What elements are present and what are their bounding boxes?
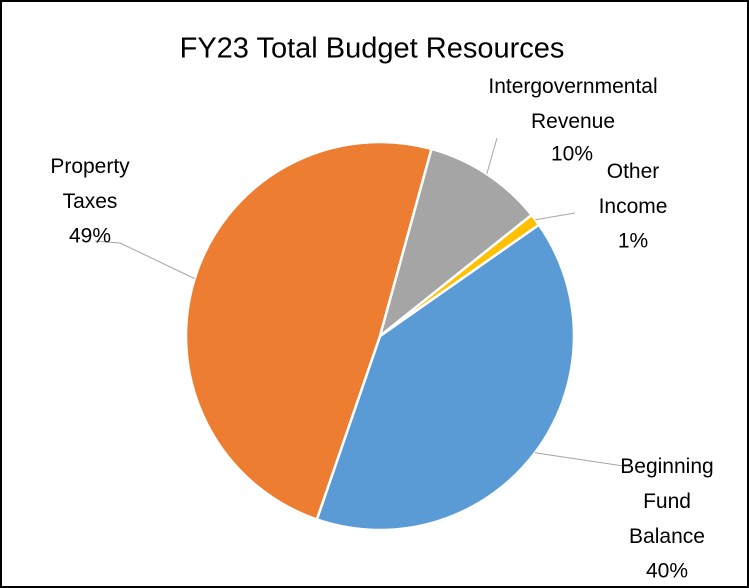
- category-label: Intergovernmental Revenue: [488, 75, 657, 133]
- label-line: Intergovernmental: [488, 75, 657, 98]
- label-line: Taxes: [63, 190, 118, 213]
- pie-slice: [379, 213, 541, 338]
- label-line: Other: [607, 160, 660, 183]
- label-line: Income: [599, 195, 668, 218]
- pie-slice: [377, 147, 534, 340]
- value-label: 1%: [618, 230, 648, 253]
- leader-line: [534, 452, 631, 468]
- value-label: 49%: [69, 225, 111, 248]
- label-line: Property: [50, 155, 130, 178]
- category-label: Other Income: [599, 160, 668, 218]
- label-line: Balance: [629, 525, 705, 548]
- label-line: Revenue: [531, 110, 615, 133]
- category-label: Property Taxes: [50, 155, 130, 213]
- leader-line: [94, 240, 195, 280]
- chart-title: FY23 Total Budget Resources: [180, 33, 565, 65]
- pie-slice: [315, 222, 576, 532]
- category-label: Beginning Fund Balance: [620, 455, 713, 548]
- leader-line: [535, 212, 576, 221]
- value-label: 10%: [551, 143, 593, 166]
- leader-line: [486, 137, 498, 175]
- value-label: 40%: [646, 560, 688, 583]
- label-line: Beginning: [620, 455, 713, 478]
- label-line: Fund: [643, 490, 691, 513]
